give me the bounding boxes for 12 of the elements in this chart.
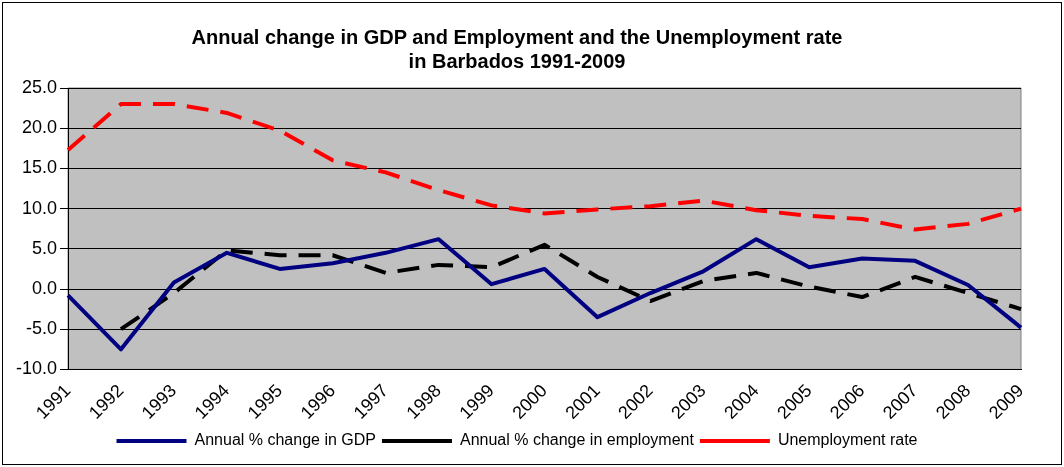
legend-label: Unemployment rate (777, 431, 918, 449)
y-tick-label: 20.0 (21, 117, 58, 138)
y-tick-label: 0.0 (32, 277, 58, 298)
y-tick-label: 15.0 (21, 157, 58, 178)
y-tick-label: 10.0 (21, 197, 58, 218)
legend-label: Annual % change in GDP (194, 431, 376, 449)
y-tick-label: 25.0 (21, 76, 58, 97)
legend-label: Annual % change in employment (459, 431, 695, 449)
y-tick-label: 5.0 (32, 237, 58, 258)
chart-title: Annual change in GDP and Employment and the Unemployment rate in Barbados 1991-2009 (191, 25, 843, 72)
y-tick-label: -5.0 (26, 318, 58, 339)
y-tick-label: -10.0 (16, 358, 58, 379)
